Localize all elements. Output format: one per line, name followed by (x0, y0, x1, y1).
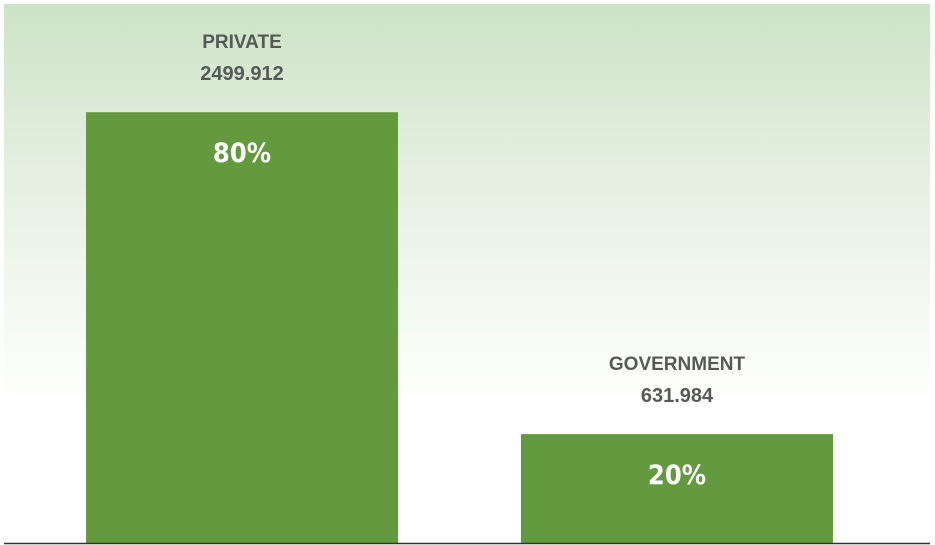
bar-government (521, 434, 833, 543)
bar-private (86, 112, 398, 543)
percent-label-government: 20% (648, 460, 706, 491)
value-label-government: 631.984 (641, 385, 714, 407)
percent-label-private: 80% (213, 138, 271, 169)
labels-layer: 80% 2499.912 PRIVATE 20% 631.984 GOVERNMENT (200, 32, 745, 491)
value-label-private: 2499.912 (200, 63, 283, 85)
bars-layer (86, 112, 833, 543)
category-label-private: PRIVATE (202, 32, 282, 53)
category-label-government: GOVERNMENT (609, 354, 746, 375)
